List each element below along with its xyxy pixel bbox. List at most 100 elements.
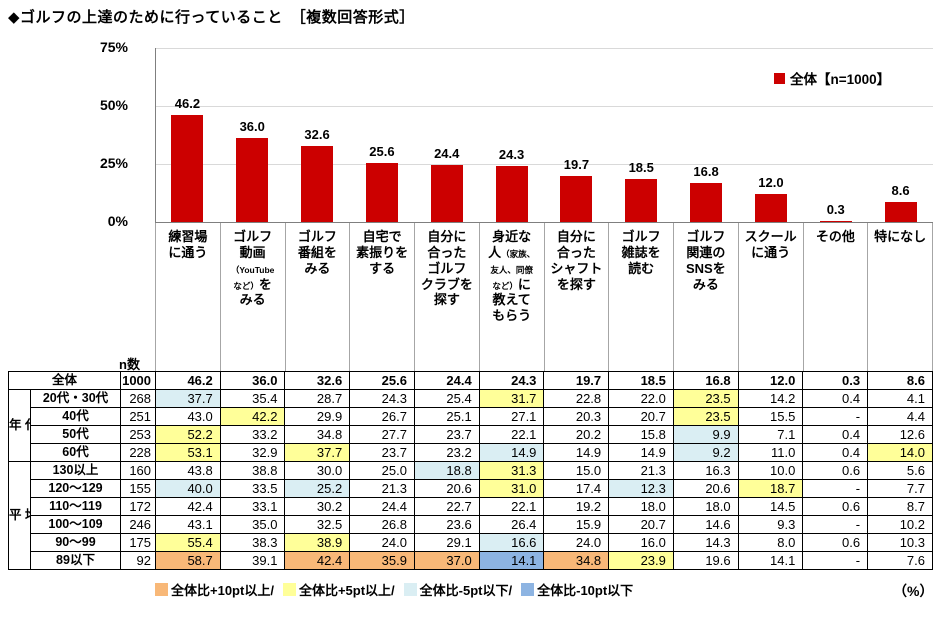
bar (171, 114, 204, 222)
page-title: ◆ゴルフの上達のために行っていること ［複数回答形式］ (8, 9, 415, 26)
highlight-legend: 全体比+10pt以上/全体比+5pt以上/全体比-5pt以下/全体比-10pt以… (155, 580, 642, 599)
bar-value-label: 32.6 (304, 127, 330, 143)
category-label: スクール に通う (739, 223, 804, 371)
table-row: 120〜129 155 40.0 33.5 25.2 21.3 20.6 31.0 17.4 12… (9, 479, 933, 498)
bar-value-label: 24.4 (434, 146, 460, 162)
value-cell: 8.7 (867, 497, 933, 516)
legend-item: 全体比-10pt以下 (521, 580, 633, 599)
value-cell: 38.8 (219, 461, 286, 480)
value-cell: 7.6 (867, 551, 933, 570)
y-tick-label: 75% (99, 39, 128, 55)
bar-value-label: 0.3 (826, 202, 845, 218)
value-cell: 9.3 (737, 515, 804, 534)
value-cell: 23.2 (413, 443, 480, 462)
n-cell: 160 (120, 461, 157, 480)
bar (754, 194, 787, 222)
value-cell: - (802, 407, 869, 426)
bar-value-label: 19.7 (563, 157, 590, 173)
y-tick-label: 25% (99, 155, 128, 171)
bar (819, 221, 852, 222)
value-cell: 0.6 (802, 533, 869, 552)
value-cell: 52.2 (155, 425, 221, 444)
value-cell: 15.0 (543, 461, 610, 480)
value-cell: 20.3 (543, 407, 610, 426)
value-cell: 14.1 (737, 551, 804, 570)
row-label-cell: 20代・30代 (29, 389, 122, 408)
group-label-cell: 平 均 ス コ ア (8, 461, 31, 570)
data-table-body: 全体 1000 46.2 36.0 32.6 25.6 24.4 24.3 19.7 18.5 16… (7, 371, 933, 570)
value-cell: 12.3 (608, 479, 674, 498)
value-cell: - (802, 551, 869, 570)
bar (560, 176, 593, 222)
value-cell: 22.1 (478, 497, 545, 516)
table-row: 60代 228 53.1 32.9 37.7 23.7 23.2 14.9 14.9 14.9 9.… (9, 443, 933, 462)
category-label: その他 (804, 223, 869, 371)
legend-color-swatch (403, 583, 417, 596)
value-cell: 24.3 (349, 389, 415, 408)
table-row: 100〜109 246 43.1 35.0 32.5 26.8 23.6 26.4 15.9 20… (9, 515, 933, 534)
value-cell: 14.2 (737, 389, 804, 408)
value-cell: 42.4 (284, 551, 351, 570)
value-cell: 18.0 (608, 497, 674, 516)
value-cell: 22.0 (608, 389, 674, 408)
bar-value-label: 16.8 (693, 164, 719, 180)
legend-item-label: 全体比-5pt以下/ (419, 583, 513, 598)
category-label: ゴルフ 雑誌を 読む (609, 223, 674, 371)
value-cell: 4.4 (867, 407, 933, 426)
value-cell: 16.8 (672, 371, 739, 390)
value-cell: 35.4 (219, 389, 286, 408)
n-cell: 251 (120, 407, 157, 426)
value-cell: 18.7 (737, 479, 804, 498)
value-cell: 18.5 (608, 371, 674, 390)
row-label-cell: 90〜99 (29, 533, 122, 552)
value-cell: 14.5 (737, 497, 804, 516)
value-cell: 4.1 (867, 389, 933, 408)
value-cell: 0.4 (802, 443, 869, 462)
value-cell: 35.9 (349, 551, 415, 570)
row-label-cell: 60代 (29, 443, 122, 462)
row-label-cell: 50代 (29, 425, 122, 444)
value-cell: 5.6 (867, 461, 933, 480)
value-cell: 20.2 (543, 425, 610, 444)
value-cell: 24.4 (349, 497, 415, 516)
value-cell: 25.6 (349, 371, 415, 390)
value-cell: 26.8 (349, 515, 415, 534)
value-cell: 37.0 (413, 551, 480, 570)
bar (236, 138, 269, 222)
category-label: ゴルフ 番組を みる (286, 223, 351, 371)
category-label: ゴルフ 動画 （YouTube など）を みる (221, 223, 286, 371)
y-axis-line (155, 48, 156, 223)
n-cell: 155 (120, 479, 157, 498)
chart-legend: 全体【n=1000】 (774, 68, 890, 88)
legend-color-swatch (155, 583, 168, 596)
value-cell: 20.6 (672, 479, 739, 498)
value-cell: 42.4 (155, 497, 221, 516)
value-cell: 14.3 (672, 533, 739, 552)
value-cell: 0.6 (802, 497, 869, 516)
category-label: 自宅で 素振りを する (350, 223, 415, 371)
value-cell: 16.6 (478, 533, 545, 552)
value-cell: 18.8 (413, 461, 480, 480)
row-label-cell: 110〜119 (29, 497, 122, 516)
n-cell: 228 (120, 443, 157, 462)
value-cell: - (802, 479, 869, 498)
value-cell: 23.5 (672, 407, 739, 426)
value-cell: 25.2 (284, 479, 351, 498)
value-cell: 20.6 (413, 479, 480, 498)
value-cell: 14.0 (867, 443, 933, 462)
value-cell: 0.3 (802, 371, 869, 390)
value-cell: 20.7 (608, 407, 674, 426)
value-cell: 42.2 (219, 407, 286, 426)
category-label: 練習場 に通う (155, 223, 221, 371)
category-label: 自分に 合った シャフト を探す (545, 223, 610, 371)
table-row: 年 代20代・30代26837.735.428.724.325.431.722.… (8, 389, 933, 462)
n-cell: 246 (120, 515, 157, 534)
value-cell: 40.0 (155, 479, 221, 498)
legend-color-swatch (521, 583, 535, 596)
value-cell: 14.9 (608, 443, 674, 462)
x-axis-line (155, 222, 933, 223)
value-cell: 32.5 (284, 515, 351, 534)
value-cell: 12.6 (867, 425, 933, 444)
bar (495, 165, 528, 222)
row-label-cell: 100〜109 (29, 515, 122, 534)
